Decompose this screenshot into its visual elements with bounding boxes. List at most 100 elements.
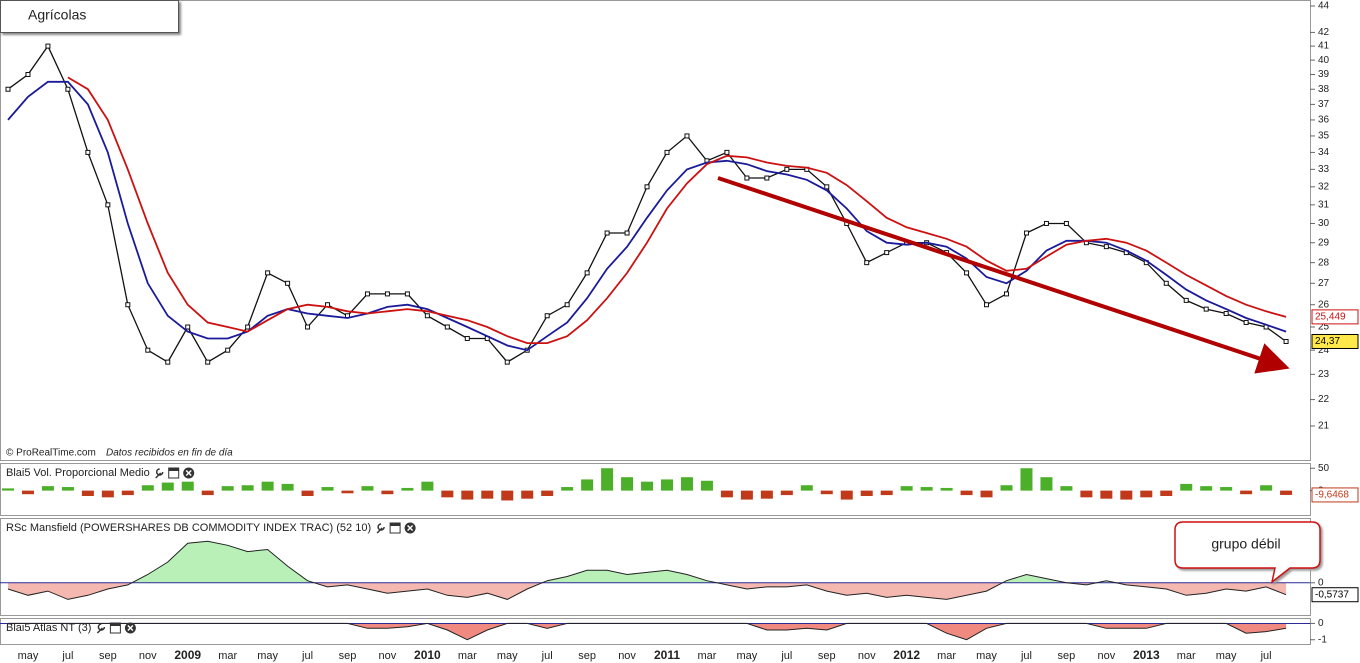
y-tick-label: 50 <box>1318 463 1330 474</box>
y-tick-label: 40 <box>1318 55 1330 66</box>
bar <box>521 490 534 499</box>
bar <box>720 490 733 498</box>
y-tick-label: 37 <box>1318 99 1330 110</box>
y-tick-label: 21 <box>1318 421 1330 432</box>
bar <box>321 487 334 491</box>
price-marker <box>225 347 231 353</box>
x-tick-label: 2012 <box>893 648 920 662</box>
line <box>8 622 1287 641</box>
x-tick-label: jul <box>541 650 553 662</box>
bar <box>401 487 414 491</box>
y-tick-label: 30 <box>1318 218 1330 229</box>
line <box>7 540 1287 600</box>
area-negative <box>347 623 1287 640</box>
x-tick-label: 2011 <box>654 648 680 662</box>
price-marker <box>644 184 650 190</box>
bar <box>541 490 554 496</box>
last-value-label: 24,37 <box>1315 336 1340 347</box>
bar <box>940 487 953 491</box>
price-marker <box>664 149 670 155</box>
x-tick-label: sep <box>99 650 117 662</box>
x-tick-label: 2010 <box>414 648 441 662</box>
price-marker <box>784 166 790 172</box>
y-tick-label: 24 <box>1318 345 1330 356</box>
window-icon-bar <box>390 523 401 526</box>
price-marker <box>584 270 590 276</box>
settings-icon <box>155 468 164 479</box>
bar <box>960 490 973 496</box>
title-box <box>0 0 179 33</box>
callout <box>1174 521 1321 584</box>
bar <box>1080 490 1093 498</box>
price-marker <box>464 335 470 341</box>
bar <box>441 490 454 498</box>
bar <box>381 490 394 495</box>
bar <box>880 490 893 496</box>
close-icon-x <box>407 524 414 532</box>
price-marker <box>45 43 51 49</box>
chart-title: Agrícolas <box>28 7 86 23</box>
bar <box>221 486 234 491</box>
callout-text: grupo débil <box>1211 536 1280 552</box>
last-value-box <box>1311 487 1359 503</box>
bar <box>281 483 294 491</box>
bar <box>1000 485 1013 491</box>
price-marker <box>1223 311 1229 317</box>
x-tick-label: jul <box>780 650 792 662</box>
bar <box>41 486 54 491</box>
bar <box>101 490 114 498</box>
moving-average <box>67 76 1287 344</box>
close-icon-x <box>127 624 134 632</box>
price-marker <box>744 175 750 181</box>
bar <box>341 490 354 494</box>
price-marker <box>864 260 870 266</box>
price-marker <box>125 302 131 308</box>
price-marker <box>884 250 890 256</box>
bar <box>581 479 594 491</box>
price-marker <box>1004 291 1009 297</box>
price-marker <box>604 230 610 236</box>
window-icon-bar <box>110 623 121 626</box>
bar <box>780 490 793 496</box>
atlas-panel <box>0 618 1311 645</box>
x-tick-label: jul <box>61 650 73 662</box>
price-marker <box>25 71 31 77</box>
bar <box>181 481 194 491</box>
bar <box>361 486 374 491</box>
x-tick-label: sep <box>339 650 357 662</box>
area-positive <box>131 541 1117 583</box>
source-note: Datos recibidos en fin de día <box>106 448 233 459</box>
bar <box>141 485 154 491</box>
bar <box>1100 490 1113 499</box>
price-marker <box>384 291 390 297</box>
price-marker <box>764 175 770 181</box>
bar <box>2 488 14 491</box>
panel-title: Blai5 Atlas NT (3) <box>6 622 91 634</box>
x-tick-label: nov <box>139 650 157 662</box>
bar <box>601 468 614 491</box>
bar <box>1180 483 1193 491</box>
y-tick-label: 34 <box>1318 147 1330 158</box>
last-value-label: 25,449 <box>1315 312 1346 323</box>
y-tick-label: -1 <box>1318 634 1327 645</box>
y-tick-label: 44 <box>1318 1 1330 12</box>
x-tick-label: sep <box>1058 650 1076 662</box>
bar <box>860 490 873 496</box>
settings-icon <box>96 623 106 634</box>
y-tick-label: 22 <box>1318 394 1330 405</box>
price-marker <box>85 149 91 155</box>
price-marker <box>824 184 830 190</box>
x-tick-label: nov <box>1097 650 1115 662</box>
bar <box>1140 490 1153 498</box>
x-tick-label: may <box>18 650 39 662</box>
price-marker <box>285 280 291 286</box>
x-tick-label: may <box>257 650 278 662</box>
settings-icon <box>376 523 385 534</box>
x-tick-label: jul <box>1020 650 1032 662</box>
price-panel <box>0 0 1311 461</box>
price-marker <box>165 359 171 365</box>
x-tick-label: jul <box>1260 650 1272 662</box>
price-marker <box>1043 220 1049 226</box>
price-marker <box>564 302 570 308</box>
y-tick-label: 39 <box>1318 69 1330 80</box>
